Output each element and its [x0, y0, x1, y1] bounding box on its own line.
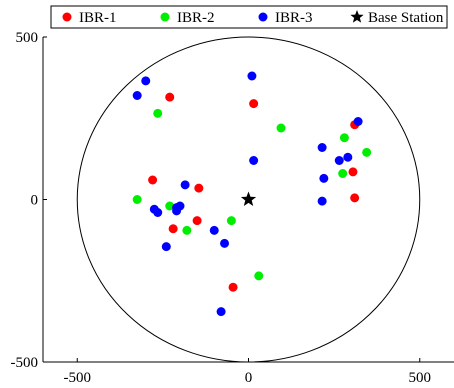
legend-box [50, 5, 448, 29]
ibr-1-point [148, 175, 158, 185]
ibr-3-point [141, 76, 151, 86]
y-tick-label: -500 [11, 355, 39, 371]
ibr-1-point [249, 99, 259, 109]
ibr-2-point [339, 133, 349, 143]
ibr-2-point [132, 195, 142, 204]
ibr-2-point [165, 201, 175, 211]
legend-label-ibr-3: IBR-3 [275, 10, 313, 26]
x-tick-label: -500 [64, 370, 92, 386]
legend-label-base-station: Base Station [368, 10, 444, 26]
ibr-3-point [353, 117, 363, 126]
ibr-3-point [161, 242, 171, 252]
legend-star-icon [350, 10, 364, 23]
ibr-2-point [362, 147, 372, 157]
legend: IBR-1 IBR-2 IBR-3 Base Station [50, 5, 448, 29]
ibr-3-point [317, 143, 327, 152]
legend-marker-ibr-2 [160, 12, 170, 22]
ibr-3-point [220, 238, 230, 248]
data-points [132, 71, 372, 317]
legend-marker-ibr-1 [62, 12, 72, 22]
ibr-3-point [247, 71, 257, 81]
ibr-1-point [350, 193, 360, 203]
ibr-3-point [180, 180, 190, 190]
ibr-3-point [334, 156, 344, 165]
ibr-3-point [172, 206, 182, 216]
ibr-2-point [338, 169, 348, 178]
ibr-2-point [276, 123, 286, 133]
ibr-3-point [317, 196, 327, 206]
ibr-2-point [226, 216, 236, 226]
x-tick-label: 0 [245, 370, 253, 386]
ibr-2-point [182, 225, 192, 235]
base-station-star-marker [240, 191, 257, 206]
ibr-3-point [319, 173, 329, 183]
legend-label-ibr-2: IBR-2 [177, 10, 215, 26]
ibr-1-point [194, 183, 204, 193]
ibr-1-point [228, 282, 238, 292]
ibr-3-point [209, 225, 219, 235]
ibr-3-point [343, 152, 353, 162]
ibr-3-point [249, 156, 259, 165]
ibr-1-point [192, 216, 202, 226]
ibr-1-point [165, 92, 175, 102]
ibr-2-point [153, 108, 163, 118]
legend-marker-ibr-3 [258, 12, 268, 22]
plot-area: -500 0 500 -500 0 500 [11, 30, 454, 386]
y-tick-label: 500 [16, 30, 39, 46]
ibr-2-point [254, 271, 264, 281]
legend-label-ibr-1: IBR-1 [79, 10, 117, 26]
x-tick-label: 500 [409, 370, 432, 386]
y-tick-label: 0 [31, 193, 39, 209]
ibr-3-point [153, 208, 163, 217]
ibr-3-point [216, 307, 226, 317]
ibr-1-point [168, 224, 178, 234]
ibr-1-point [348, 167, 358, 177]
ibr-3-point [132, 91, 142, 100]
